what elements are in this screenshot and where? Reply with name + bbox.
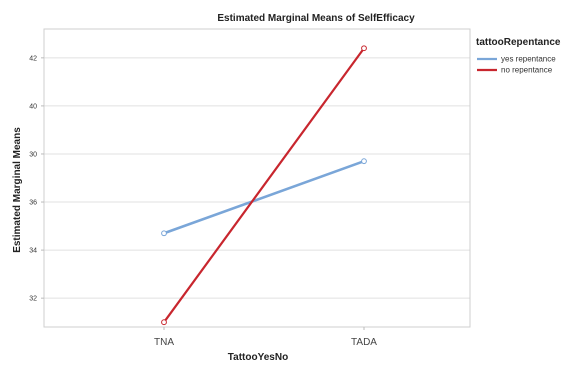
series-lines bbox=[161, 45, 367, 326]
legend-title: tattooRepentance bbox=[476, 37, 561, 48]
chart-title: Estimated Marginal Means of SelfEfficacy bbox=[217, 13, 415, 24]
y-tick-label: 30 bbox=[29, 151, 37, 158]
series-line-no-repentance bbox=[162, 47, 366, 324]
data-point bbox=[361, 158, 367, 165]
y-tick-label: 34 bbox=[29, 248, 37, 255]
gridlines bbox=[44, 57, 470, 299]
legend: tattooRepentance yes repentance no repent… bbox=[476, 37, 561, 75]
y-axis-label: Estimated Marginal Means bbox=[12, 127, 23, 253]
plot-frame bbox=[43, 28, 471, 328]
legend-entry: no repentance bbox=[501, 66, 553, 75]
data-point bbox=[361, 45, 367, 52]
y-tick-label: 40 bbox=[29, 103, 37, 110]
x-tick-label: TNA bbox=[154, 337, 174, 348]
x-axis-label: TattooYesNo bbox=[228, 352, 288, 363]
y-axis-ticks: 32 34 36 30 40 42 bbox=[29, 55, 44, 303]
data-point bbox=[161, 230, 167, 237]
series-line-yes-repentance bbox=[162, 159, 366, 235]
data-point bbox=[161, 319, 167, 326]
x-tick-label: TADA bbox=[351, 337, 377, 348]
y-tick-label: 36 bbox=[29, 200, 37, 207]
y-tick-label: 32 bbox=[29, 296, 37, 303]
legend-entry: yes repentance bbox=[501, 55, 556, 64]
x-axis-ticks: TNA TADA bbox=[154, 327, 377, 348]
y-tick-label: 42 bbox=[29, 55, 37, 62]
